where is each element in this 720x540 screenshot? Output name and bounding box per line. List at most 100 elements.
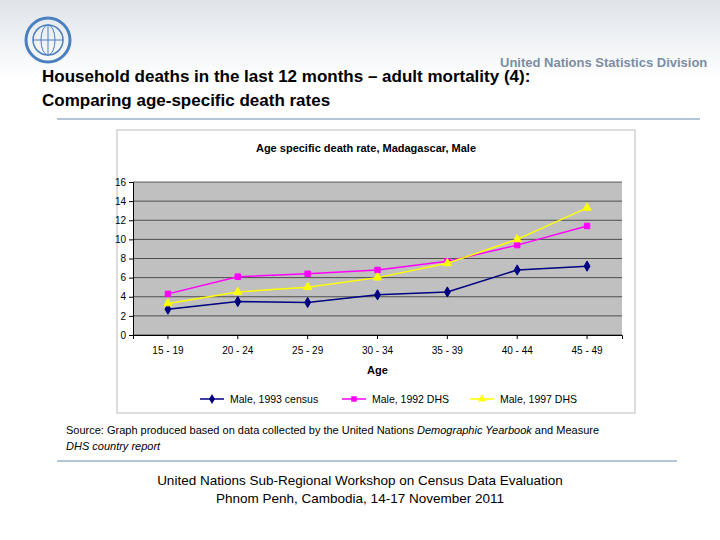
x-tick-label: 40 - 44 (502, 345, 534, 356)
x-tick: 45 - 49 (572, 335, 604, 356)
source-part: Demographic Yearbook (417, 424, 532, 436)
legend-label: Male, 1992 DHS (372, 393, 449, 405)
slide-title: Comparing age-specific death rates (42, 91, 330, 110)
marker (303, 282, 311, 289)
legend-marker (351, 396, 356, 401)
x-tick: 20 - 24 (222, 335, 254, 356)
footer-text: United Nations Sub-Regional Workshop on … (157, 473, 563, 488)
y-tick: 6 (120, 272, 133, 283)
y-tick-label: 12 (115, 215, 127, 226)
y-tick-mark (129, 259, 133, 260)
source-part: DHS country report (66, 440, 161, 452)
source-text: DHS country report (66, 440, 161, 452)
y-tick-mark (129, 239, 133, 240)
x-tick-mark (307, 335, 308, 339)
x-tick-mark (377, 335, 378, 339)
source-part: and Measure (532, 424, 599, 436)
marker (165, 291, 170, 296)
marker (235, 296, 241, 306)
series-line (168, 266, 587, 309)
grid-line (133, 239, 622, 240)
y-tick: 0 (120, 330, 133, 341)
marker (305, 297, 311, 307)
grid-line (133, 258, 622, 259)
legend: Male, 1993 census Male, 1992 DHS Male, 199… (200, 393, 577, 405)
x-tick: 35 - 39 (432, 335, 464, 356)
un-logo (26, 18, 70, 62)
marker (444, 287, 450, 297)
x-tick: 15 - 19 (152, 335, 184, 356)
y-tick-label: 2 (120, 311, 126, 322)
marker (235, 274, 240, 279)
y-tick: 4 (120, 291, 133, 302)
marker (234, 287, 242, 294)
y-tick: 12 (115, 215, 133, 226)
x-tick: 40 - 44 (502, 335, 534, 356)
x-tick-mark (237, 335, 238, 339)
y-tick: 8 (120, 253, 133, 264)
marker (375, 290, 381, 300)
logo-ring (26, 18, 70, 62)
x-tick-mark (587, 335, 588, 339)
marker (305, 271, 310, 276)
legend-entry: Male, 1993 census (200, 393, 318, 405)
x-tick: 25 - 29 (292, 335, 324, 356)
y-tick: 16 (115, 177, 133, 188)
grid-line (133, 315, 622, 316)
y-tick-label: 14 (115, 196, 127, 207)
x-tick-mark (167, 335, 168, 339)
x-tick-label: 35 - 39 (432, 345, 464, 356)
y-tick-label: 10 (115, 234, 127, 245)
logo-globe (33, 25, 63, 55)
logo-line (41, 25, 55, 55)
marker (514, 242, 519, 247)
x-tick-mark (517, 335, 518, 339)
x-tick-label: 15 - 19 (152, 345, 184, 356)
x-tick-label: 30 - 34 (362, 345, 394, 356)
x-axis-line (134, 336, 623, 340)
marker (584, 223, 589, 228)
y-tick-label: 0 (120, 330, 126, 341)
series-line (168, 208, 587, 304)
x-tick-label: 20 - 24 (222, 345, 254, 356)
y-tick-mark (129, 297, 133, 298)
marker (443, 258, 451, 265)
marker (583, 203, 591, 210)
y-tick-label: 16 (115, 177, 127, 188)
slide: United Nations Statistics DivisionHouseh… (0, 0, 720, 540)
grid-line (133, 182, 622, 183)
y-tick-mark (129, 335, 133, 336)
y-tick-mark (129, 316, 133, 317)
x-tick: 30 - 34 (362, 335, 394, 356)
data (164, 203, 591, 314)
logo-line (48, 25, 49, 55)
x-axis: 15 - 19 20 - 24 25 - 29 30 - 34 35 - 39 40 - … (134, 335, 623, 356)
x-tick-mark (447, 335, 448, 339)
x-tick-label: 45 - 49 (572, 345, 604, 356)
chart-area (117, 130, 635, 413)
slide-title: Household deaths in the last 12 months –… (42, 67, 530, 86)
y-tick-mark (129, 201, 133, 202)
y-tick: 2 (120, 311, 133, 322)
y-axis: 0 2 4 6 8 10 12 14 16 (115, 177, 134, 341)
marker (584, 261, 590, 271)
y-tick: 10 (115, 234, 133, 245)
grid (133, 182, 622, 335)
source-text: Source: Graph produced based on data col… (66, 424, 599, 436)
y-tick-label: 8 (120, 253, 126, 264)
organization: United Nations Statistics Division (500, 55, 707, 70)
y-tick-mark (129, 278, 133, 279)
grid-line (133, 220, 622, 221)
y-tick-label: 4 (120, 291, 126, 302)
marker (164, 299, 172, 306)
legend-label: Male, 1993 census (230, 393, 318, 405)
legend-entry: Male, 1992 DHS (342, 393, 449, 405)
y-tick-mark (129, 182, 133, 183)
footer-text: Phnom Penh, Cambodia, 14-17 November 201… (216, 491, 504, 506)
legend-label: Male, 1997 DHS (500, 393, 577, 405)
x-tick-label: 25 - 29 (292, 345, 324, 356)
plot-area (133, 182, 622, 335)
grid-line (133, 201, 622, 202)
x-axis-title: Age (367, 364, 388, 376)
marker (514, 265, 520, 275)
